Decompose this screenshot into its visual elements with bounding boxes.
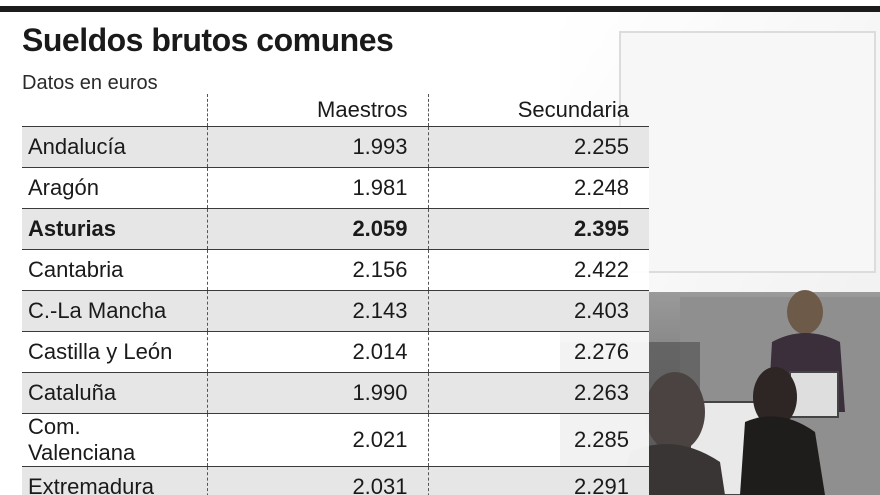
classroom-photo [560,12,880,495]
chart-title: Sueldos brutos comunes [22,22,394,58]
region-cell: Extremadura [22,466,208,495]
region-cell: Aragón [22,167,208,208]
region-cell: Com. Valenciana [22,413,208,466]
table-row: Cantabria 2.156 2.422 [22,249,649,290]
secundaria-value: 2.285 [573,426,629,452]
maestros-value: 2.059 [207,208,429,249]
secundaria-value: 2.255 [573,133,629,159]
maestros-value: 2.014 [207,331,429,372]
top-rule [0,6,880,12]
maestros-value: 2.021 [207,413,429,466]
table-row: Com. Valenciana 2.021 2.285 [22,413,649,466]
column-header-region [22,94,208,126]
region-cell: Asturias [22,208,208,249]
maestros-value: 1.993 [207,126,429,167]
column-header-secundaria: Secundaria [517,96,629,122]
secundaria-value: 2.276 [573,338,629,364]
table-row: Cataluña 1.990 2.263 [22,372,649,413]
secundaria-value: 2.422 [573,256,629,282]
table-body: Andalucía 1.993 2.255 Aragón 1.981 2.248 Astur… [22,126,649,495]
table-row: Extremadura 2.031 2.291 [22,466,649,495]
table-row: Castilla y León 2.014 2.276 [22,331,649,372]
region-cell: Cataluña [22,372,208,413]
table-row: Asturias 2.059 2.395 [22,208,649,249]
table-row: Andalucía 1.993 2.255 [22,126,649,167]
secundaria-value: 2.395 [573,215,629,241]
table-header-row: Maestros Secundaria [22,94,649,126]
maestros-value: 2.031 [207,466,429,495]
maestros-value: 1.990 [207,372,429,413]
column-header-maestros: Maestros [207,94,429,126]
secundaria-value: 2.248 [573,174,629,200]
maestros-value: 2.156 [207,249,429,290]
region-cell: C.-La Mancha [22,290,208,331]
secundaria-value: 2.403 [573,297,629,323]
salary-table: Maestros Secundaria Andalucía 1.993 2.255 A… [22,94,649,495]
region-cell: Castilla y León [22,331,208,372]
region-cell: Andalucía [22,126,208,167]
secundaria-value: 2.291 [573,473,629,495]
table-row: Aragón 1.981 2.248 [22,167,649,208]
chart-subtitle: Datos en euros [22,72,158,94]
maestros-value: 1.981 [207,167,429,208]
maestros-value: 2.143 [207,290,429,331]
region-cell: Cantabria [22,249,208,290]
secundaria-value: 2.263 [573,379,629,405]
table-row: C.-La Mancha 2.143 2.403 [22,290,649,331]
